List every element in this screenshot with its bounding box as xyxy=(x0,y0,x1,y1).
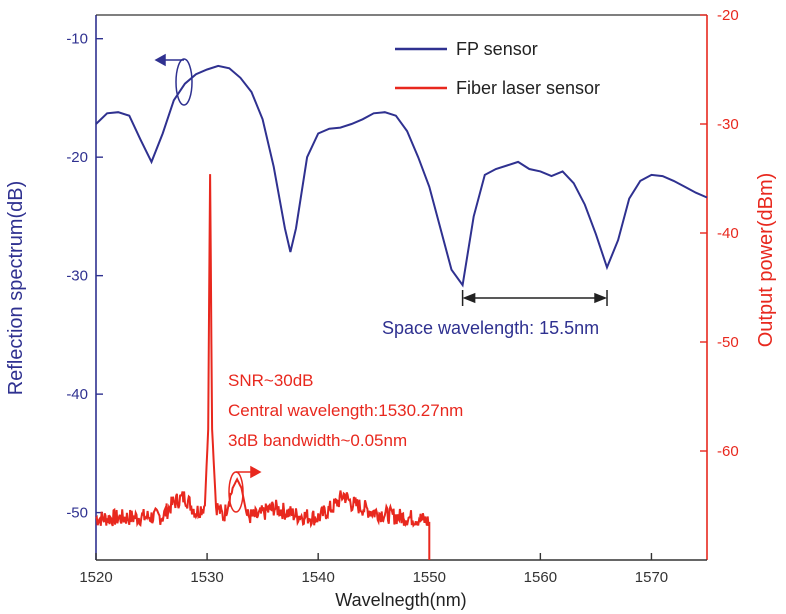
right-tick-label: -50 xyxy=(717,334,739,351)
left-tick-label: -30 xyxy=(66,268,88,285)
right-tick-label: -30 xyxy=(717,116,739,133)
snr-annotation: SNR~30dB xyxy=(228,371,314,390)
laser-axis-indicator-icon xyxy=(228,465,262,513)
left-tick-label: -10 xyxy=(66,31,88,48)
x-tick-label: 1570 xyxy=(635,569,668,586)
x-tick-label: 1560 xyxy=(524,569,557,586)
series-line-fp-sensor xyxy=(95,64,708,288)
left-tick-label: -40 xyxy=(66,386,88,403)
axes xyxy=(95,14,708,561)
central-wavelength-annotation: Central wavelength:1530.27nm xyxy=(228,401,463,420)
x-axis-title: Wavelnegth(nm) xyxy=(335,590,466,610)
x-axis-ticks: 1520 1530 1540 1550 1560 1570 xyxy=(79,553,668,586)
right-tick-label: -20 xyxy=(717,7,739,24)
space-marker-arrow-right xyxy=(594,292,608,304)
left-axis-title: Reflection spectrum(dB) xyxy=(5,181,27,396)
right-tick-label: -60 xyxy=(717,443,739,460)
left-tick-label: -20 xyxy=(66,149,88,166)
right-axis-ticks: -20 -30 -40 -50 -60 xyxy=(700,7,739,460)
space-wavelength-marker xyxy=(461,290,608,306)
right-tick-label: -40 xyxy=(717,225,739,242)
x-tick-label: 1550 xyxy=(413,569,446,586)
legend: FP sensor Fiber laser sensor xyxy=(395,39,600,98)
left-axis-ticks: -10 -20 -30 -40 -50 xyxy=(66,31,103,522)
x-tick-label: 1540 xyxy=(301,569,334,586)
fp-axis-indicator-icon xyxy=(154,53,193,106)
x-tick-label: 1530 xyxy=(190,569,223,586)
series-line-fiber-laser xyxy=(95,174,431,560)
right-axis-title: Output power(dBm) xyxy=(755,173,777,348)
left-tick-label: -50 xyxy=(66,505,88,522)
space-marker-arrow-left xyxy=(462,292,476,304)
legend-label-fp-sensor: FP sensor xyxy=(456,39,538,59)
x-tick-label: 1520 xyxy=(79,569,112,586)
space-wavelength-label: Space wavelength: 15.5nm xyxy=(382,318,599,338)
legend-label-fiber-laser: Fiber laser sensor xyxy=(456,78,600,98)
bandwidth-annotation: 3dB bandwidth~0.05nm xyxy=(228,431,407,450)
